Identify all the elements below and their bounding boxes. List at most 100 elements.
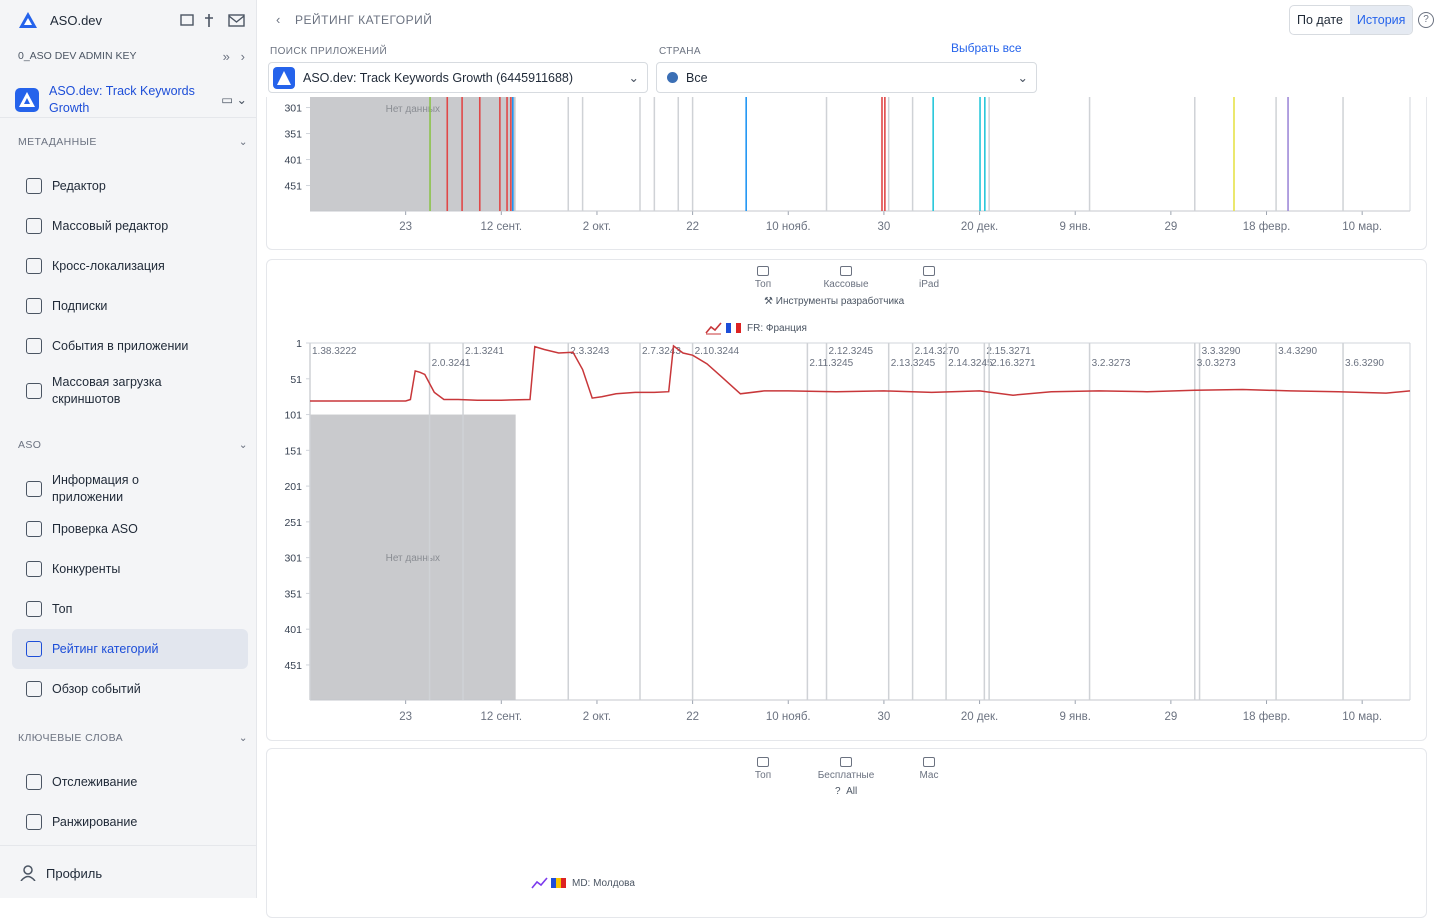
x-tick-label: 10 мар. — [1342, 221, 1382, 233]
app-select-value: ASO.dev: Track Keywords Growth (64459116… — [303, 70, 574, 85]
tab[interactable]: iPad — [884, 266, 974, 290]
nav-icon — [26, 338, 42, 354]
help[interactable]: ? — [1418, 12, 1434, 28]
back[interactable]: ‹ — [276, 12, 281, 27]
x-tick-label: 2 окт. — [583, 221, 611, 233]
logo — [19, 12, 37, 28]
nav-item[interactable]: Массовый редактор — [12, 206, 248, 246]
profile: Профиль — [46, 865, 103, 881]
key-arrows[interactable]: » › — [222, 48, 245, 64]
nav-item[interactable]: Отслеживание — [12, 762, 248, 802]
key-row[interactable]: 0_ASO DEV ADMIN KEY » › — [0, 46, 257, 66]
y-tick-label: 301 — [284, 553, 302, 565]
legend[interactable]: FR: Франция — [705, 321, 807, 335]
release-label: 3.3.3290 — [1202, 346, 1241, 357]
section-header[interactable]: ASO ⌄ — [18, 439, 248, 459]
x-tick-label: 30 — [878, 711, 891, 723]
release-label: 2.14.3270 — [915, 346, 960, 357]
legend[interactable]: MD: Молдова — [531, 876, 635, 890]
app-icon — [15, 87, 39, 112]
nav-icon — [26, 814, 42, 830]
tab-label: Топ — [754, 279, 772, 290]
section-header[interactable]: МЕТАДАННЫЕ ⌄ — [18, 136, 248, 156]
nav-label: Конкуренты — [52, 561, 121, 576]
app-name: ASO.dev: Track Keywords Growth — [49, 83, 195, 115]
section-title: МЕТАДАННЫЕ — [18, 136, 97, 148]
x-tick-label: 18 февр. — [1243, 711, 1291, 723]
nav-item[interactable]: Топ — [12, 589, 248, 629]
x-tick-label: 2 окт. — [583, 711, 611, 723]
x-tick-label: 20 дек. — [961, 711, 998, 723]
nav-item[interactable]: Массовая загрузка скриншотов — [12, 366, 248, 416]
nav-icon — [26, 561, 42, 577]
tab[interactable]: Кассовые — [801, 266, 891, 290]
nav-label: Редактор — [52, 178, 106, 193]
nav-icon — [26, 258, 42, 274]
x-tick-label: 23 — [399, 711, 412, 723]
brand: ASO.dev — [50, 12, 103, 28]
nav-icon — [26, 521, 42, 537]
nav-item[interactable]: Ранжирование — [12, 802, 248, 842]
nav-icon — [26, 601, 42, 617]
nav-item[interactable]: События в приложении — [12, 326, 248, 366]
y-tick-label: 451 — [284, 181, 302, 193]
select-all[interactable]: Выбрать все — [951, 41, 1022, 55]
nav-item[interactable]: Конкуренты — [12, 549, 248, 589]
release-label: 1.38.3222 — [312, 346, 357, 357]
toggle-button[interactable]: История — [1349, 6, 1413, 34]
release-label: 2.11.3245 — [809, 358, 853, 369]
nav-item[interactable]: Рейтинг категорий — [12, 629, 248, 669]
tab-label: iPad — [918, 279, 939, 290]
x-tick-label: 10 нояб. — [766, 221, 811, 233]
y-tick-label: 251 — [284, 517, 302, 529]
rank-line — [310, 344, 1411, 402]
brand-actions[interactable] — [177, 12, 249, 28]
profile-row[interactable]: Профиль — [0, 845, 257, 900]
profile-icon — [20, 865, 36, 881]
x-tick-label: 12 сент. — [480, 711, 522, 723]
panel-bottom — [266, 748, 1427, 918]
x-tick-label: 29 — [1164, 711, 1177, 723]
x-tick-label: 30 — [878, 221, 891, 233]
release-label: 2.12.3245 — [829, 346, 874, 357]
nav-label: Подписки — [52, 298, 108, 313]
section-header[interactable]: КЛЮЧЕВЫЕ СЛОВА ⌄ — [18, 732, 248, 752]
release-label: 3.4.3290 — [1278, 346, 1317, 357]
device-icon[interactable]: ▭ ⌄ — [221, 93, 247, 107]
nav-item[interactable]: Редактор — [12, 166, 248, 206]
release-label: 2.3.3243 — [570, 346, 609, 357]
app-row[interactable]: ASO.dev: Track Keywords Growth ▭ ⌄ — [0, 82, 257, 118]
tab-label: Бесплатные — [817, 770, 875, 781]
nav-icon — [26, 774, 42, 790]
nav-item[interactable]: Кросс-локализация — [12, 246, 248, 286]
y-tick-label: 1 — [296, 338, 302, 350]
nav-item[interactable]: Информация о приложении — [12, 469, 248, 509]
header: ‹ РЕЙТИНГ КАТЕГОРИЙ По дате История ? ПОИ… — [258, 0, 1440, 97]
y-tick-label: 401 — [284, 155, 302, 167]
no-data-area — [310, 414, 516, 700]
subtitle[interactable]: ? All — [835, 786, 858, 797]
chevron: ⌄ — [628, 71, 639, 85]
tab[interactable]: Топ — [718, 266, 808, 290]
release-label: 3.6.3290 — [1345, 358, 1384, 369]
nav-item[interactable]: Проверка ASO — [12, 509, 248, 549]
tab[interactable]: Топ — [718, 757, 808, 781]
tab[interactable]: Бесплатные — [801, 757, 891, 781]
app-search-label: ПОИСК ПРИЛОЖЕНИЙ — [270, 46, 388, 57]
x-tick-label: 10 мар. — [1342, 711, 1382, 723]
subtitle-text: All — [846, 786, 858, 797]
chart-top: Нет данных 301 351 401 451 23 12 сент. 2 окт. 22… — [284, 97, 1411, 233]
nav-item[interactable]: Подписки — [12, 286, 248, 326]
section-title: ASO — [18, 439, 42, 451]
tab[interactable]: Mac — [884, 757, 974, 781]
no-data-label: Нет данных — [386, 553, 440, 564]
nav-item[interactable]: Обзор событий — [12, 669, 248, 709]
nav-label: Рейтинг категорий — [52, 641, 159, 656]
toggle-button[interactable]: По дате — [1297, 13, 1343, 27]
app-select[interactable]: ASO.dev: Track Keywords Growth (64459116… — [268, 62, 648, 93]
country-select[interactable]: Все ⌄ — [656, 62, 1037, 93]
subtitle[interactable]: ⚒ Инструменты разработчика — [764, 296, 905, 307]
